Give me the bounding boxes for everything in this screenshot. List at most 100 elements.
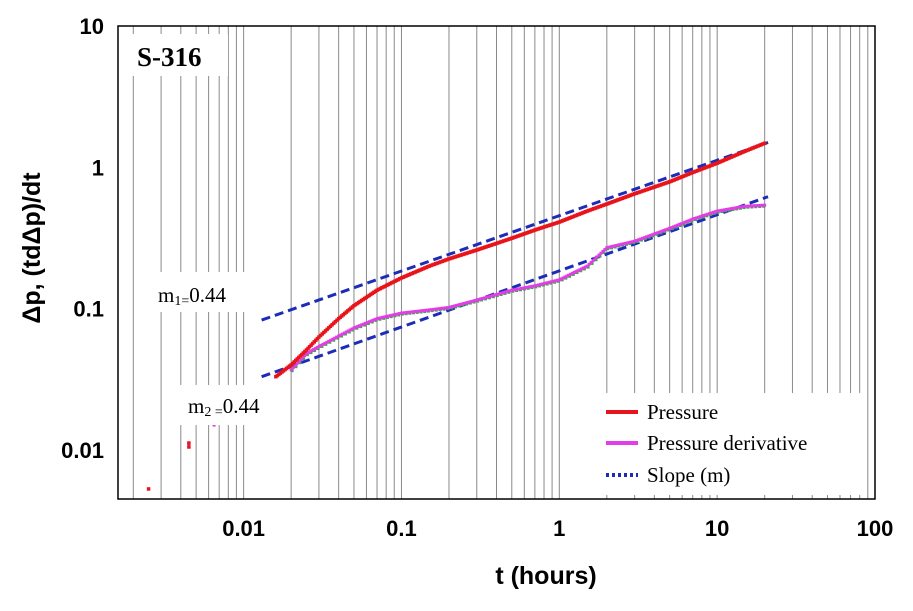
derivative-point bbox=[377, 316, 381, 320]
derivative-point bbox=[412, 310, 416, 314]
m2-annotation-box bbox=[176, 385, 286, 425]
derivative-point bbox=[633, 239, 637, 243]
derivative-point bbox=[721, 208, 725, 212]
derivative-point bbox=[384, 315, 388, 319]
derivative-point bbox=[691, 217, 695, 221]
derivative-point bbox=[454, 303, 458, 307]
derivative-point bbox=[719, 208, 723, 212]
derivative-point bbox=[418, 309, 422, 313]
derivative-point bbox=[358, 324, 362, 328]
derivative-point bbox=[445, 306, 449, 310]
derivative-point bbox=[435, 307, 439, 311]
derivative-point bbox=[591, 259, 595, 263]
derivative-point bbox=[431, 307, 435, 311]
m1-annotation: m1=0.44 bbox=[158, 283, 227, 309]
derivative-point bbox=[427, 308, 431, 312]
derivative-point bbox=[443, 306, 447, 310]
derivative-point bbox=[631, 240, 635, 244]
derivative-point bbox=[527, 285, 531, 289]
derivative-point bbox=[492, 293, 496, 297]
derivative-point bbox=[627, 241, 631, 245]
derivative-point bbox=[622, 242, 626, 246]
derivative-point bbox=[717, 209, 721, 213]
derivative-point bbox=[673, 224, 677, 228]
y-tick-label: 0.1 bbox=[73, 297, 104, 322]
derivative-point bbox=[734, 206, 738, 210]
derivative-point bbox=[375, 317, 379, 321]
derivative-point bbox=[640, 236, 644, 240]
derivative-point bbox=[589, 260, 593, 264]
derivative-point bbox=[335, 335, 339, 339]
derivative-point bbox=[555, 278, 559, 282]
derivative-point bbox=[321, 342, 325, 346]
derivative-point bbox=[597, 253, 601, 257]
derivative-point bbox=[747, 204, 751, 208]
x-tick-label: 1 bbox=[553, 516, 565, 541]
pressure-point bbox=[187, 441, 191, 445]
derivative-point bbox=[289, 368, 293, 372]
derivative-point bbox=[473, 299, 477, 303]
derivative-point bbox=[447, 305, 451, 309]
derivative-point bbox=[529, 285, 533, 289]
derivative-point bbox=[662, 229, 666, 233]
derivative-point bbox=[516, 287, 520, 291]
derivative-point bbox=[475, 298, 479, 302]
derivative-point bbox=[460, 302, 464, 306]
m1-value: 0.44 bbox=[189, 283, 226, 307]
derivative-point bbox=[315, 346, 319, 350]
derivative-point bbox=[648, 234, 652, 238]
derivative-point bbox=[535, 283, 539, 287]
derivative-point bbox=[753, 204, 757, 208]
derivative-point bbox=[342, 331, 346, 335]
derivative-point bbox=[620, 242, 624, 246]
derivative-point bbox=[344, 330, 348, 334]
derivative-point bbox=[498, 292, 502, 296]
derivative-point bbox=[671, 225, 675, 229]
m2-subscript: 2 = bbox=[204, 405, 223, 420]
derivative-point bbox=[723, 208, 727, 212]
derivative-point bbox=[570, 271, 574, 275]
derivative-point bbox=[668, 226, 672, 230]
derivative-point bbox=[422, 309, 426, 313]
derivative-point bbox=[301, 356, 305, 360]
derivative-point bbox=[429, 308, 433, 312]
derivative-point bbox=[693, 217, 697, 221]
derivative-point bbox=[371, 318, 375, 322]
derivative-point bbox=[689, 218, 693, 222]
derivative-point bbox=[293, 364, 297, 368]
derivative-point bbox=[348, 328, 352, 332]
derivative-point bbox=[466, 301, 470, 305]
derivative-point bbox=[486, 295, 490, 299]
y-axis-title: Δp, (tdΔp)/dt bbox=[18, 172, 46, 324]
slope-line-lower bbox=[261, 195, 769, 379]
derivative-point bbox=[537, 283, 541, 287]
pressure-point bbox=[146, 487, 151, 491]
derivative-point bbox=[416, 309, 420, 313]
derivative-point bbox=[396, 312, 400, 316]
derivative-point bbox=[607, 245, 611, 249]
derivative-point bbox=[514, 288, 518, 292]
derivative-point bbox=[469, 300, 473, 304]
derivative-point bbox=[581, 266, 585, 270]
derivative-point bbox=[502, 290, 506, 294]
derivative-point bbox=[715, 209, 719, 213]
derivative-point bbox=[373, 317, 377, 321]
m2-annotation: m2 =0.44 bbox=[188, 394, 260, 420]
derivative-point bbox=[425, 308, 429, 312]
legend-label-pressure: Pressure bbox=[647, 400, 718, 424]
pressure-point bbox=[762, 141, 767, 146]
derivative-point bbox=[354, 325, 358, 329]
derivative-point bbox=[346, 329, 350, 333]
slope-line-upper bbox=[261, 141, 769, 322]
derivative-point bbox=[542, 282, 546, 286]
derivative-point bbox=[383, 315, 387, 319]
derivative-point bbox=[646, 234, 650, 238]
derivative-point bbox=[325, 340, 329, 344]
derivative-point bbox=[730, 207, 734, 211]
derivative-point bbox=[517, 287, 521, 291]
derivative-point bbox=[386, 314, 390, 318]
derivative-point bbox=[420, 309, 424, 313]
derivative-point bbox=[381, 315, 385, 319]
derivative-point bbox=[485, 295, 489, 299]
